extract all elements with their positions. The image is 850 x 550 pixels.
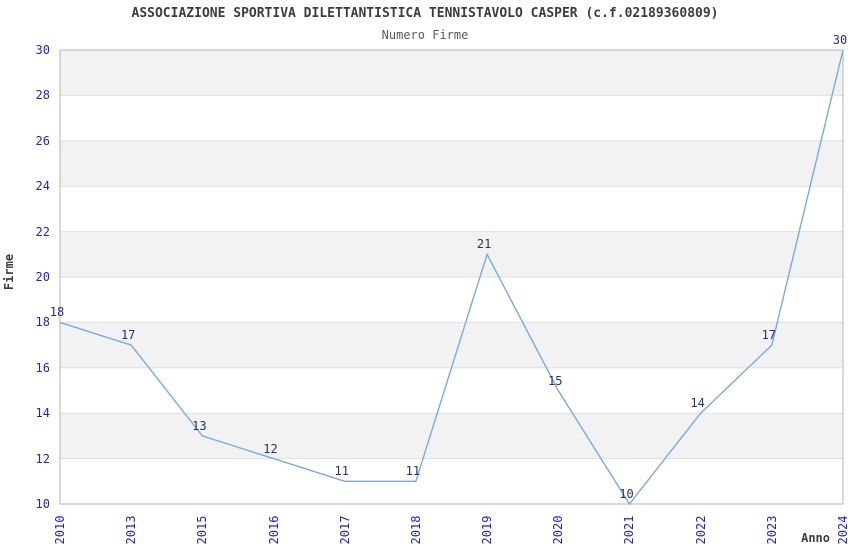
x-axis-title: Anno: [801, 531, 830, 545]
x-tick-label: 2020: [551, 515, 566, 545]
y-tick-label: 12: [35, 451, 50, 466]
data-point-label: 30: [832, 33, 848, 47]
data-point-label: 17: [761, 328, 777, 343]
line-series: [59, 49, 844, 506]
x-tick-label: 2015: [195, 515, 210, 545]
data-point-label: 12: [263, 441, 278, 456]
x-tick-label: 2013: [124, 515, 139, 545]
alternating-band: [60, 413, 843, 459]
x-tick-label: 2019: [480, 515, 495, 545]
data-point-label: 15: [548, 373, 563, 388]
y-tick-label: 10: [35, 497, 50, 511]
x-tick-label: 2024: [836, 515, 850, 545]
y-tick-label: 22: [35, 224, 50, 239]
y-tick-label: 20: [35, 270, 50, 284]
alternating-band: [60, 140, 843, 187]
x-tick-label: 2022: [693, 515, 708, 545]
x-tick-label: 2010: [53, 515, 67, 545]
data-point-label: 11: [334, 464, 349, 479]
alternating-band: [60, 50, 843, 96]
alternating-band: [60, 322, 843, 368]
data-point-label: 10: [619, 487, 634, 501]
y-tick-label: 14: [35, 406, 50, 421]
data-point-label: 11: [405, 464, 421, 479]
data-point-label: 14: [690, 396, 705, 411]
x-tick-label: 2017: [337, 515, 352, 545]
data-point-label: 17: [120, 328, 136, 343]
y-tick-label: 30: [35, 43, 50, 57]
data-point-label: 21: [476, 237, 492, 252]
y-tick-label: 26: [35, 133, 50, 148]
y-tick-label: 24: [35, 179, 50, 194]
chart-subtitle: Numero Firme: [381, 28, 469, 42]
alternating-band: [60, 231, 843, 277]
x-tick-label: 2018: [408, 515, 423, 545]
chart-title: ASSOCIAZIONE SPORTIVA DILETTANTISTICA TE…: [131, 6, 719, 21]
y-tick-label: 18: [35, 315, 50, 330]
data-point-label: 13: [192, 418, 207, 433]
y-tick-label: 28: [35, 88, 50, 103]
y-tick-label: 16: [35, 360, 50, 375]
x-tick-label: 2021: [622, 515, 637, 545]
data-point-label: 18: [49, 305, 65, 320]
plot-border: [59, 49, 844, 505]
x-tick-label: 2016: [266, 515, 281, 545]
